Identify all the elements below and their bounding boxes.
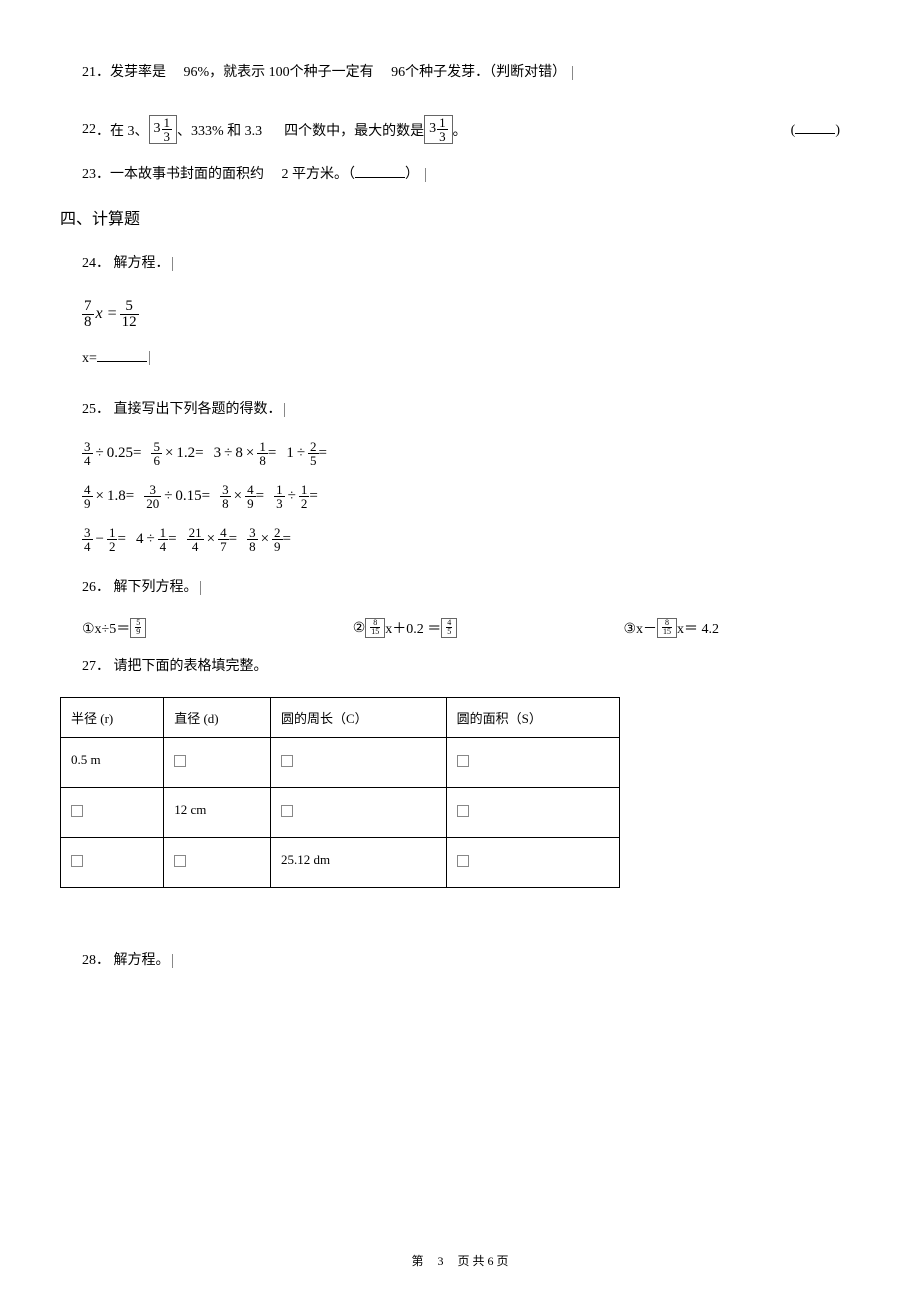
mixed-fraction-b: 3 13: [424, 115, 453, 144]
q25-num: 25: [82, 402, 96, 417]
q22-num: 22: [82, 122, 96, 138]
q21-v1: 96%: [184, 65, 210, 80]
cell-r1c3: [270, 738, 446, 788]
question-23: 23．一本故事书封面的面积约 2 平方米。（ ）: [82, 162, 840, 187]
q23-v: 2: [282, 167, 289, 182]
table-row: 25.12 dm: [61, 838, 620, 888]
q24-answer: x=: [82, 346, 840, 371]
q23-b: 平方米。（: [292, 167, 355, 182]
col-radius: 半径 (r): [61, 698, 164, 738]
cell-r3c2: [164, 838, 271, 888]
mixed-fraction-a: 3 13: [149, 115, 178, 144]
table-header-row: 半径 (r) 直径 (d) 圆的周长（C） 圆的面积（S）: [61, 698, 620, 738]
q27-num: 27: [82, 659, 96, 674]
q23-c: ）: [405, 167, 419, 182]
q21-num: 21: [82, 65, 96, 80]
question-26: 26． 解下列方程。: [82, 575, 840, 600]
q21-v3: 96: [391, 65, 405, 80]
cell-r3c3: 25.12 dm: [270, 838, 446, 888]
table-row: 0.5 m: [61, 738, 620, 788]
q24-num: 24: [82, 256, 96, 271]
page-footer: 第3页 共 6 页: [0, 1252, 920, 1269]
cursor-icon: [284, 403, 285, 417]
q21-d: 个种子发芽．（判断对错）: [405, 65, 566, 80]
q24-label: ． 解方程．: [96, 256, 170, 271]
q26-num: 26: [82, 580, 96, 595]
q22-a: ．在 3、: [96, 120, 149, 140]
q23-num: 23: [82, 167, 96, 182]
cell-r2c4: [446, 788, 619, 838]
q25-row2: 49×1.8= 320÷0.15= 38×49= 13÷12=: [82, 483, 840, 510]
cell-r3c4: [446, 838, 619, 888]
question-24: 24． 解方程．: [82, 251, 840, 276]
cell-r2c2: 12 cm: [164, 788, 271, 838]
cursor-icon: [200, 581, 201, 595]
cursor-icon: [425, 168, 426, 182]
cell-r1c1: 0.5 m: [61, 738, 164, 788]
q23-a: ．一本故事书封面的面积约: [96, 167, 264, 182]
col-area: 圆的面积（S）: [446, 698, 619, 738]
q25-row1: 34÷0.25= 56×1.2= 3÷8×18= 1÷25=: [82, 440, 840, 467]
question-21: 21．发芽率是 96%，就表示 100个种子一定有 96个种子发芽．（判断对错）: [82, 60, 840, 85]
q24-equation: 78 x = 512: [82, 299, 139, 330]
q26-eq2: ② 815 x＋0.2 ＝ 45: [353, 618, 624, 638]
cursor-icon: [172, 257, 173, 271]
question-28: 28． 解方程。: [82, 948, 840, 973]
cursor-icon: [572, 66, 573, 80]
q24-ans-label: x=: [82, 351, 97, 366]
cell-r3c1: [61, 838, 164, 888]
q21-v2: 100: [269, 65, 290, 80]
question-27: 27． 请把下面的表格填完整。: [82, 654, 840, 679]
question-25: 25． 直接写出下列各题的得数．: [82, 397, 840, 422]
q22-period: 。: [453, 120, 467, 140]
q26-eq1: ①x÷5＝ 59: [82, 618, 353, 638]
circle-table: 半径 (r) 直径 (d) 圆的周长（C） 圆的面积（S） 0.5 m 12 c…: [60, 697, 620, 888]
q28-label: ． 解方程。: [96, 953, 170, 968]
q25-row3: 34−12= 4÷14= 214×47= 38×29=: [82, 526, 840, 553]
section-4-title: 四、计算题: [60, 205, 840, 229]
q26-eq3: ③x－ 815 x＝ 4.2: [623, 618, 840, 638]
cell-r1c2: [164, 738, 271, 788]
cursor-icon: [172, 954, 173, 968]
q22-b: 、333% 和 3.3: [177, 120, 262, 140]
q21-b: ，就表示: [209, 65, 265, 80]
q21-c: 个种子一定有: [290, 65, 374, 80]
cell-r1c4: [446, 738, 619, 788]
q26-label: ． 解下列方程。: [96, 580, 198, 595]
q25-label: ． 直接写出下列各题的得数．: [96, 402, 282, 417]
question-22: 22．在 3、 3 13 、333% 和 3.3 四个数中，最大的数是 3 13…: [82, 115, 840, 144]
col-circumference: 圆的周长（C）: [270, 698, 446, 738]
col-diameter: 直径 (d): [164, 698, 271, 738]
cursor-icon: [149, 351, 150, 365]
table-row: 12 cm: [61, 788, 620, 838]
q21-a: ．发芽率是: [96, 65, 166, 80]
q28-num: 28: [82, 953, 96, 968]
cell-r2c3: [270, 788, 446, 838]
q22-answer-paren: (): [791, 120, 840, 139]
cell-r2c1: [61, 788, 164, 838]
q22-c: 四个数中，最大的数是: [284, 120, 424, 140]
q27-label: ． 请把下面的表格填完整。: [96, 659, 268, 674]
q26-equations: ①x÷5＝ 59 ② 815 x＋0.2 ＝ 45 ③x－ 815 x＝ 4.2: [82, 618, 840, 638]
